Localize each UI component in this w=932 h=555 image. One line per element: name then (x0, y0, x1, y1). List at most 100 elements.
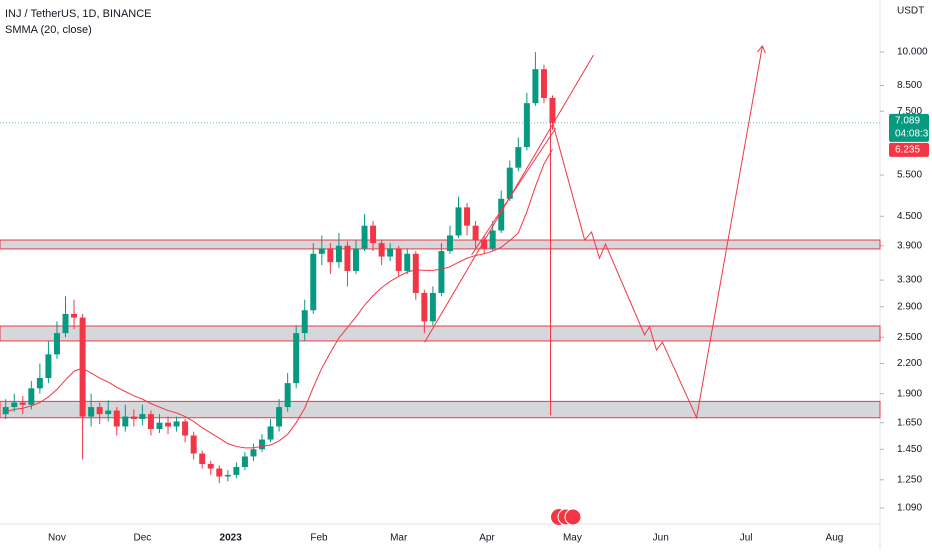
candle-body (165, 422, 172, 427)
candle-body (233, 467, 240, 475)
candle-body (344, 245, 351, 271)
candle-body (276, 407, 283, 427)
zone (0, 400, 881, 419)
candle-body (207, 463, 214, 469)
candle-body (62, 313, 69, 334)
candle-body (88, 407, 95, 417)
candle-body (472, 225, 479, 241)
last-price-box (889, 113, 929, 142)
candle-body (79, 317, 86, 417)
candle-body (241, 456, 248, 468)
candle-body (139, 414, 146, 419)
y-tick-label: 8.500 (897, 80, 922, 91)
candle-body (2, 407, 9, 415)
candle-body (395, 248, 402, 271)
candle-body (113, 410, 120, 427)
candle-body (412, 253, 419, 293)
candle-body (438, 251, 445, 293)
candle-body (53, 333, 60, 355)
candle-body (498, 198, 505, 231)
candle-body (455, 207, 462, 236)
x-tick-label: Aug (826, 533, 844, 544)
y-tick-label: 2.500 (897, 332, 922, 343)
candle-body (549, 97, 556, 123)
countdown: 04:08:33 (895, 128, 932, 139)
candle-body (71, 313, 78, 318)
plot (0, 45, 881, 484)
candle-body (122, 416, 129, 427)
y-tick-label: 1.450 (897, 444, 922, 455)
candle-body (370, 225, 377, 244)
candle-body (19, 402, 26, 405)
candle-body (182, 421, 189, 436)
candle-body (199, 453, 206, 464)
candle-body (11, 402, 18, 408)
candle-body (250, 449, 257, 457)
indicator-box (889, 142, 929, 157)
candle-body (36, 378, 43, 389)
candle-body (293, 333, 300, 384)
y-tick-label: 3.300 (897, 275, 922, 286)
candle-body (515, 147, 522, 168)
candle-body (130, 416, 137, 419)
y-tick-label: 1.090 (897, 503, 922, 514)
candle-body (387, 248, 394, 257)
candle-body (147, 414, 154, 430)
candle-body (310, 253, 317, 311)
candle-body (216, 468, 223, 477)
candle-body (352, 248, 359, 271)
candle-body (259, 439, 265, 450)
x-tick-label: Nov (48, 533, 66, 544)
candle-body (105, 410, 112, 415)
candle-body (301, 310, 308, 334)
candle-body (489, 230, 496, 249)
y-tick-label: 2.200 (897, 358, 922, 369)
zone (0, 239, 881, 250)
y-tick-label: 1.650 (897, 417, 922, 428)
projection-path (552, 45, 763, 420)
candle-body (96, 407, 103, 415)
chart-title: INJ / TetherUS, 1D, BINANCE (5, 8, 152, 20)
candle-body (532, 69, 539, 104)
candle-body (318, 248, 325, 254)
candle-body (429, 292, 436, 322)
candle-body (335, 245, 342, 263)
x-tick-label: Mar (390, 533, 408, 544)
candle-body (446, 235, 453, 252)
trendline (471, 128, 557, 256)
candle-body (45, 354, 52, 379)
y-tick-label: 1.900 (897, 388, 922, 399)
candle-body (284, 383, 291, 408)
x-tick-label: Feb (310, 533, 328, 544)
logos (551, 508, 582, 526)
candle-body (267, 426, 274, 440)
candle-body (540, 69, 547, 98)
y-axis-label: USDT (897, 6, 924, 17)
x-tick-label: 2023 (220, 533, 243, 544)
x-tick-label: Apr (479, 533, 495, 544)
candle-body (224, 474, 231, 477)
candle-body (327, 248, 334, 263)
y-tick-label: 10.000 (897, 47, 928, 58)
arrow-head (756, 45, 766, 54)
y-tick-label: 5.500 (897, 170, 922, 181)
y-tick-label: 4.500 (897, 211, 922, 222)
candle-body (523, 103, 530, 148)
candle-body (506, 167, 513, 199)
y-tick-label: 7.500 (897, 106, 922, 117)
candle-body (190, 435, 197, 454)
x-tick-label: Dec (133, 533, 151, 544)
candle-body (378, 243, 385, 257)
x-tick-label: Jun (653, 533, 669, 544)
candle-body (481, 240, 488, 249)
candle-body (404, 253, 411, 271)
candle-body (156, 422, 163, 430)
y-tick-label: 1.250 (897, 474, 922, 485)
x-tick-label: May (563, 533, 582, 544)
y-tick-label: 2.900 (897, 301, 922, 312)
indicator-label: 6.235 (895, 144, 920, 155)
last-price-label: 7.089 (895, 115, 920, 126)
smma-line (5, 148, 553, 449)
candle-body (421, 292, 428, 322)
